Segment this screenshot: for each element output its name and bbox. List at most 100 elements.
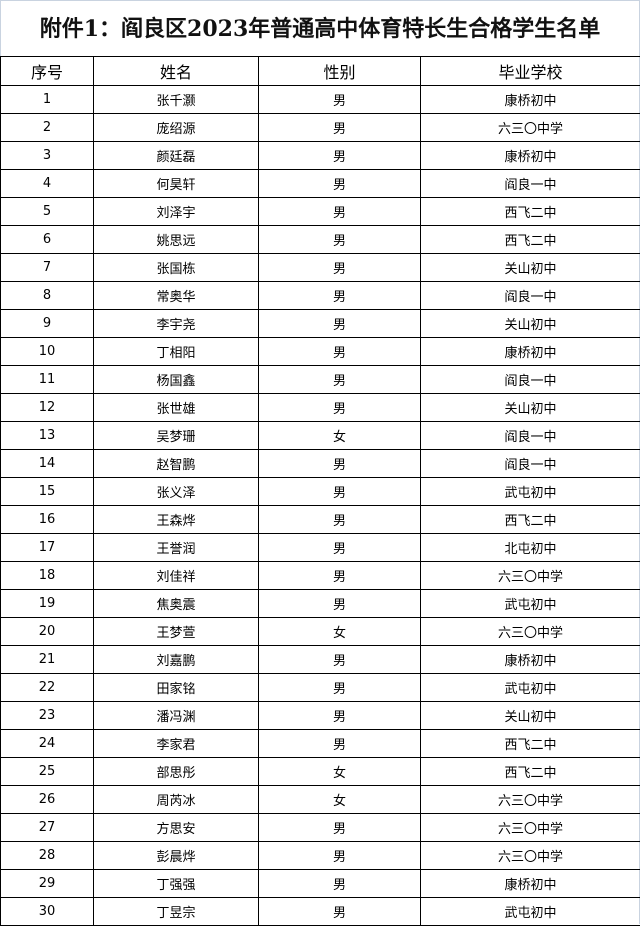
cell-index: 20 [1,618,94,646]
cell-index: 28 [1,842,94,870]
cell-school: 武屯初中 [421,674,640,702]
cell-school: 北屯初中 [421,534,640,562]
cell-gender: 男 [259,898,421,926]
cell-index: 13 [1,422,94,450]
cell-name: 张千灏 [94,86,259,114]
cell-gender: 女 [259,786,421,814]
cell-index: 19 [1,590,94,618]
cell-index: 14 [1,450,94,478]
cell-name: 吴梦珊 [94,422,259,450]
cell-school: 康桥初中 [421,646,640,674]
cell-gender: 男 [259,254,421,282]
cell-name: 张义泽 [94,478,259,506]
cell-name: 常奥华 [94,282,259,310]
cell-name: 丁相阳 [94,338,259,366]
cell-gender: 男 [259,282,421,310]
cell-school: 康桥初中 [421,86,640,114]
cell-name: 彭晨烨 [94,842,259,870]
cell-gender: 男 [259,590,421,618]
cell-index: 29 [1,870,94,898]
cell-gender: 男 [259,646,421,674]
cell-school: 康桥初中 [421,338,640,366]
cell-gender: 男 [259,702,421,730]
cell-name: 张世雄 [94,394,259,422]
cell-gender: 男 [259,310,421,338]
cell-school: 西飞二中 [421,758,640,786]
cell-gender: 男 [259,870,421,898]
cell-gender: 男 [259,142,421,170]
cell-school: 六三〇中学 [421,618,640,646]
table-header-row: 序号 姓名 性别 毕业学校 [1,57,640,86]
cell-index: 5 [1,198,94,226]
cell-name: 庞绍源 [94,114,259,142]
cell-name: 刘泽宇 [94,198,259,226]
cell-gender: 女 [259,618,421,646]
cell-index: 10 [1,338,94,366]
cell-gender: 男 [259,450,421,478]
cell-index: 9 [1,310,94,338]
cell-gender: 男 [259,338,421,366]
cell-index: 11 [1,366,94,394]
cell-school: 阎良一中 [421,170,640,198]
cell-school: 西飞二中 [421,198,640,226]
cell-index: 3 [1,142,94,170]
cell-gender: 男 [259,562,421,590]
cell-gender: 男 [259,198,421,226]
cell-school: 康桥初中 [421,142,640,170]
cell-school: 武屯初中 [421,590,640,618]
cell-gender: 男 [259,842,421,870]
cell-name: 王梦萱 [94,618,259,646]
cell-school: 六三〇中学 [421,562,640,590]
cell-name: 李宇尧 [94,310,259,338]
cell-gender: 男 [259,366,421,394]
header-name: 姓名 [94,57,259,86]
cell-school: 六三〇中学 [421,114,640,142]
cell-gender: 女 [259,758,421,786]
cell-name: 方思安 [94,814,259,842]
cell-index: 25 [1,758,94,786]
cell-name: 田家铭 [94,674,259,702]
cell-index: 16 [1,506,94,534]
cell-name: 焦奥震 [94,590,259,618]
cell-name: 何昊轩 [94,170,259,198]
cell-index: 24 [1,730,94,758]
cell-gender: 男 [259,114,421,142]
cell-gender: 男 [259,506,421,534]
cell-gender: 男 [259,534,421,562]
cell-school: 康桥初中 [421,870,640,898]
header-school: 毕业学校 [421,57,640,86]
cell-name: 潘冯渊 [94,702,259,730]
cell-school: 六三〇中学 [421,814,640,842]
cell-name: 颜廷磊 [94,142,259,170]
header-gender: 性别 [259,57,421,86]
cell-name: 王誉润 [94,534,259,562]
cell-name: 杨国鑫 [94,366,259,394]
cell-school: 关山初中 [421,702,640,730]
cell-school: 阎良一中 [421,282,640,310]
header-index: 序号 [1,57,94,86]
cell-index: 18 [1,562,94,590]
cell-name: 张国栋 [94,254,259,282]
cell-index: 21 [1,646,94,674]
cell-index: 2 [1,114,94,142]
cell-gender: 男 [259,226,421,254]
cell-school: 西飞二中 [421,730,640,758]
cell-gender: 男 [259,730,421,758]
